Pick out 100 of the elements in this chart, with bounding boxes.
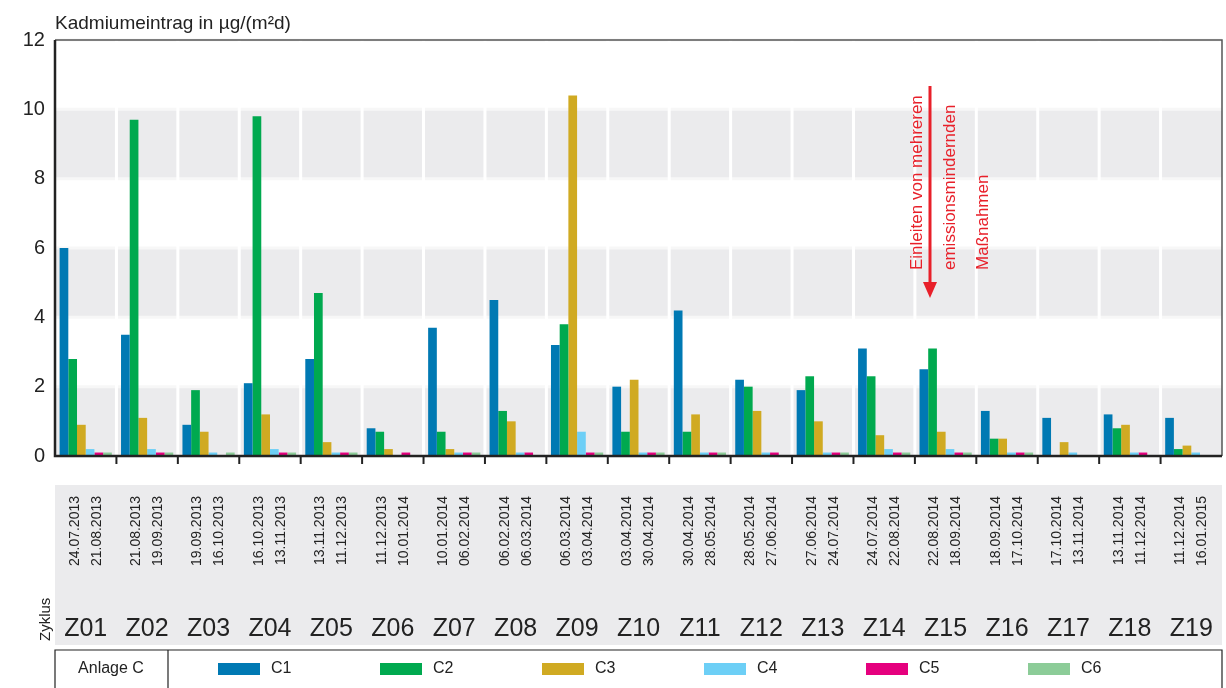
bar <box>568 95 578 456</box>
x-tick-label: Z19 <box>1169 612 1213 641</box>
bar <box>1121 424 1130 456</box>
x-tick-label: Z11 <box>679 612 721 641</box>
bar <box>261 414 270 456</box>
text: 13.11.2013 11.12.2013 <box>311 495 350 566</box>
text: 24.07.2014 22.08.2014 <box>864 495 903 567</box>
legend-label: C4 <box>757 659 778 677</box>
legend-label: C1 <box>271 659 292 677</box>
text: 21.08.2013 19.09.2013 <box>126 495 165 567</box>
legend-label: C6 <box>1081 659 1102 677</box>
bar <box>980 410 990 456</box>
text: 06.03.2014 03.04.2014 <box>556 495 595 567</box>
bar <box>577 431 586 456</box>
text: 28.05.2014 27.06.2014 <box>741 495 780 567</box>
bar <box>138 417 148 456</box>
x-tick-label: Z10 <box>616 612 661 641</box>
bar <box>1103 414 1113 456</box>
bar <box>375 431 385 456</box>
x-tick-label: Z09 <box>555 612 599 641</box>
bar <box>366 428 376 456</box>
x-tick-label: Z13 <box>801 612 845 641</box>
bar <box>252 116 262 456</box>
bar <box>121 334 130 456</box>
bar <box>269 449 279 456</box>
y-tick-label: 8 <box>33 166 45 189</box>
bar <box>384 449 393 456</box>
text: 22.08.2014 18.09.2014 <box>925 495 964 567</box>
x-tick-label: Z18 <box>1108 612 1152 641</box>
legend-label: C2 <box>433 659 454 677</box>
y-tick-label: 2 <box>33 374 45 397</box>
y-tick-label: 10 <box>22 96 45 119</box>
bar <box>814 421 823 456</box>
bar <box>182 424 192 456</box>
bar <box>735 379 744 456</box>
x-tick-label: Z01 <box>64 612 108 641</box>
bar <box>243 383 253 456</box>
x-tick-label: Z08 <box>494 612 538 641</box>
bar <box>875 435 885 456</box>
x-tick-label: Z17 <box>1046 612 1090 641</box>
y-axis-title: Kadmiumeintrag in µg/(m²d) <box>55 12 291 33</box>
text: 19.09.2013 16.10.2013 <box>188 495 227 567</box>
bar <box>1173 449 1183 456</box>
text: 10.01.2014 06.02.2014 <box>434 495 473 567</box>
bar <box>936 431 946 456</box>
bar <box>743 386 753 456</box>
x-tick-label: Z16 <box>985 612 1029 641</box>
y-tick-label: 4 <box>33 304 45 327</box>
bar <box>866 376 876 456</box>
bar <box>629 379 639 456</box>
x-tick-label: Z04 <box>248 612 292 641</box>
x-tick-label: Z15 <box>924 612 968 641</box>
bar <box>1112 428 1122 456</box>
text: 16.10.2013 13.11.2013 <box>249 495 288 567</box>
bar <box>673 310 683 456</box>
bar <box>77 424 86 456</box>
bar <box>612 386 622 456</box>
bar <box>305 358 314 456</box>
text: 30.04.2014 28.05.2014 <box>679 495 718 567</box>
bar <box>489 300 499 456</box>
annotation: Einleiten von mehreren emissionsmindernden Maßnahmen <box>906 95 992 270</box>
bar <box>1165 417 1174 456</box>
bar <box>928 348 937 456</box>
bar <box>313 293 323 456</box>
bar <box>498 410 507 456</box>
bar <box>506 421 516 456</box>
text: 18.09.2014 17.10.2014 <box>986 495 1025 567</box>
bar <box>147 449 156 456</box>
text: 03.04.2014 30.04.2014 <box>618 495 657 567</box>
x-tick-label: Z07 <box>432 612 476 641</box>
text: Zyklus <box>36 597 54 641</box>
bar <box>752 410 762 456</box>
bar <box>428 327 437 456</box>
text: 24.07.2013 21.08.2013 <box>65 495 104 567</box>
x-tick-label: Z06 <box>371 612 415 641</box>
bar <box>559 324 569 456</box>
y-tick-label: 6 <box>33 235 45 258</box>
x-tick-label: Z12 <box>739 612 783 641</box>
bar <box>129 119 139 456</box>
bar <box>919 369 929 456</box>
bar <box>805 376 815 456</box>
bar <box>998 438 1008 456</box>
text: 27.06.2014 24.07.2014 <box>802 495 841 567</box>
y-tick-label: 12 <box>22 27 45 50</box>
legend-label: C3 <box>595 659 616 677</box>
text: 06.02.2014 06.03.2014 <box>495 495 534 567</box>
text: 11.12.2013 10.01.2014 <box>372 495 411 567</box>
legend-title: Anlage C <box>78 659 144 677</box>
bar <box>796 390 806 456</box>
bar <box>621 431 630 456</box>
bar <box>550 345 560 456</box>
bar <box>1042 417 1052 456</box>
x-tick-label: Z05 <box>309 612 353 641</box>
bar <box>858 348 867 456</box>
bar <box>59 248 69 456</box>
legend-label: C5 <box>919 659 940 677</box>
text: 13.11.2014 11.12.2014 <box>1109 495 1148 566</box>
bar <box>68 358 78 456</box>
x-tick-label: Z02 <box>125 612 169 641</box>
bar <box>199 431 209 456</box>
